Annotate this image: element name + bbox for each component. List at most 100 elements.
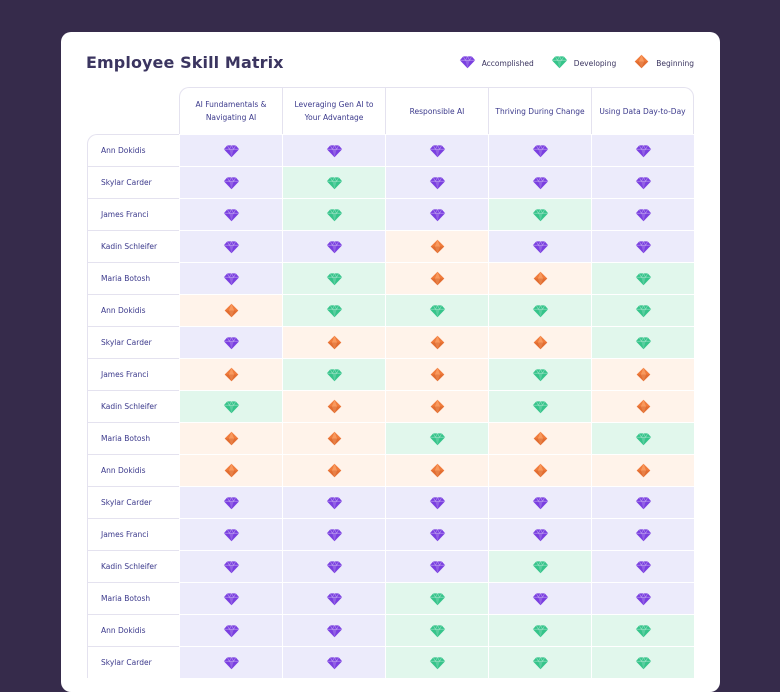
column-header: Responsible AI — [385, 87, 488, 134]
skill-cell — [488, 550, 591, 582]
purple-gem-icon — [489, 590, 591, 607]
column-header: Leveraging Gen AI to Your Advantage — [282, 87, 385, 134]
skill-cell — [591, 390, 694, 422]
orange-gem-icon — [489, 270, 591, 287]
column-header: Using Data Day-to-Day — [591, 87, 694, 134]
orange-gem-icon — [386, 334, 488, 351]
employee-name: Ann Dokidis — [87, 614, 179, 646]
orange-gem-icon — [283, 462, 385, 479]
employee-name: Maria Botosh — [87, 262, 179, 294]
skill-cell — [282, 646, 385, 678]
employee-name: Ann Dokidis — [87, 134, 179, 166]
table-row: Maria Botosh — [87, 582, 694, 614]
skill-cell — [282, 198, 385, 230]
purple-gem-icon — [592, 142, 694, 159]
skill-matrix-card: Employee Skill Matrix Accomplished Devel… — [61, 32, 720, 692]
skill-cell — [385, 422, 488, 454]
purple-gem-icon — [386, 206, 488, 223]
green-gem-icon — [489, 302, 591, 319]
green-gem-icon — [489, 622, 591, 639]
skill-cell — [591, 198, 694, 230]
employee-name: Kadin Schleifer — [87, 230, 179, 262]
skill-cell — [385, 390, 488, 422]
purple-gem-icon — [592, 206, 694, 223]
skill-cell — [488, 358, 591, 390]
purple-gem-icon — [386, 494, 488, 511]
skill-cell — [179, 358, 282, 390]
green-gem-icon — [592, 334, 694, 351]
orange-gem-icon — [489, 334, 591, 351]
skill-cell — [385, 550, 488, 582]
skill-cell — [591, 646, 694, 678]
employee-name: Kadin Schleifer — [87, 390, 179, 422]
table-row: Skylar Carder — [87, 486, 694, 518]
skill-cell — [179, 422, 282, 454]
orange-gem-icon — [386, 462, 488, 479]
skill-cell — [488, 486, 591, 518]
skill-cell — [282, 422, 385, 454]
purple-gem-icon — [180, 206, 282, 223]
skill-cell — [488, 198, 591, 230]
skill-cell — [282, 390, 385, 422]
legend-label: Accomplished — [481, 59, 534, 68]
skill-cell — [385, 358, 488, 390]
table-row: Kadin Schleifer — [87, 550, 694, 582]
green-gem-icon — [489, 206, 591, 223]
table-row: Kadin Schleifer — [87, 230, 694, 262]
purple-gem-icon — [489, 238, 591, 255]
skill-cell — [385, 518, 488, 550]
purple-gem-icon — [283, 494, 385, 511]
table-row: Ann Dokidis — [87, 614, 694, 646]
orange-gem-icon — [180, 366, 282, 383]
orange-gem-icon — [283, 398, 385, 415]
header-row: AI Fundamentals & Navigating AI Leveragi… — [87, 87, 694, 134]
employee-name: Skylar Carder — [87, 646, 179, 678]
skill-cell — [282, 262, 385, 294]
skill-cell — [488, 262, 591, 294]
skill-cell — [488, 582, 591, 614]
skill-cell — [385, 582, 488, 614]
purple-gem-icon — [283, 622, 385, 639]
skill-cell — [591, 166, 694, 198]
purple-gem-icon — [459, 53, 476, 74]
skill-cell — [179, 614, 282, 646]
green-gem-icon — [551, 53, 568, 74]
green-gem-icon — [283, 366, 385, 383]
table-row: Skylar Carder — [87, 326, 694, 358]
green-gem-icon — [386, 430, 488, 447]
green-gem-icon — [592, 430, 694, 447]
skill-cell — [591, 358, 694, 390]
table-row: Maria Botosh — [87, 422, 694, 454]
skill-cell — [282, 294, 385, 326]
green-gem-icon — [283, 174, 385, 191]
green-gem-icon — [592, 270, 694, 287]
orange-gem-icon — [633, 53, 650, 74]
skill-cell — [591, 550, 694, 582]
purple-gem-icon — [180, 238, 282, 255]
corner-cell — [87, 87, 179, 134]
skill-cell — [282, 486, 385, 518]
purple-gem-icon — [180, 526, 282, 543]
green-gem-icon — [489, 366, 591, 383]
skill-cell — [179, 166, 282, 198]
skill-cell — [591, 262, 694, 294]
orange-gem-icon — [180, 302, 282, 319]
purple-gem-icon — [489, 142, 591, 159]
skill-cell — [179, 262, 282, 294]
table-row: James Franci — [87, 198, 694, 230]
skill-cell — [385, 134, 488, 166]
green-gem-icon — [592, 302, 694, 319]
green-gem-icon — [386, 654, 488, 671]
employee-name: Ann Dokidis — [87, 454, 179, 486]
purple-gem-icon — [283, 142, 385, 159]
skill-cell — [591, 582, 694, 614]
skill-cell — [282, 454, 385, 486]
skill-cell — [179, 390, 282, 422]
green-gem-icon — [386, 590, 488, 607]
skill-cell — [488, 294, 591, 326]
employee-name: James Franci — [87, 198, 179, 230]
table-row: Ann Dokidis — [87, 134, 694, 166]
skill-cell — [282, 518, 385, 550]
skill-cell — [385, 486, 488, 518]
skill-cell — [385, 262, 488, 294]
